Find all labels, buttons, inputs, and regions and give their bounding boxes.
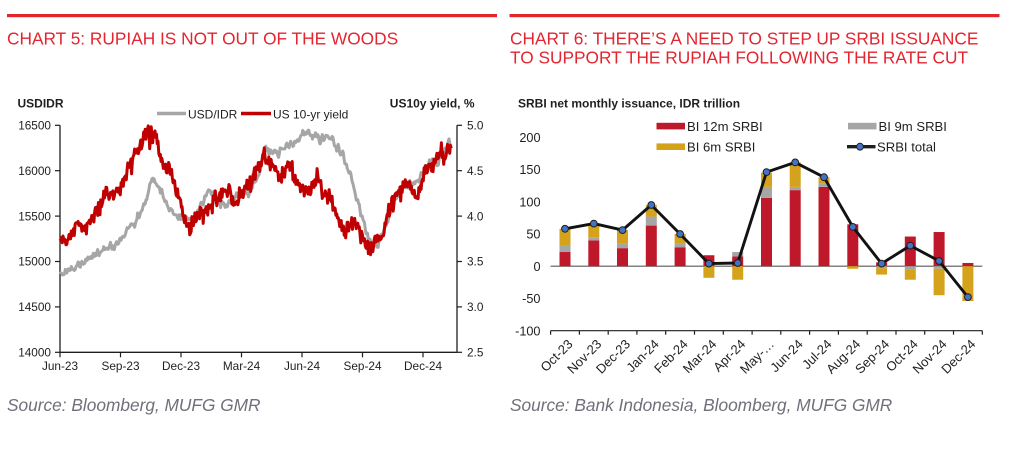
svg-text:USD/IDR: USD/IDR [188, 107, 238, 121]
svg-text:16500: 16500 [18, 119, 51, 133]
svg-text:Dec-24: Dec-24 [404, 359, 442, 373]
svg-text:16000: 16000 [18, 164, 51, 178]
svg-text:3.0: 3.0 [467, 300, 484, 314]
svg-text:Mar-24: Mar-24 [223, 359, 261, 373]
svg-text:USDIDR: USDIDR [18, 96, 64, 110]
svg-text:BI 6m SRBI: BI 6m SRBI [687, 140, 755, 155]
svg-text:BI 12m SRBI: BI 12m SRBI [687, 119, 763, 134]
svg-text:Jun-23: Jun-23 [42, 359, 79, 373]
svg-text:Jun-24: Jun-24 [284, 359, 321, 373]
svg-text:14500: 14500 [18, 300, 51, 314]
svg-text:BI 9m SRBI: BI 9m SRBI [879, 119, 947, 134]
svg-text:SRBI total: SRBI total [877, 140, 936, 155]
svg-text:4.0: 4.0 [467, 209, 484, 223]
svg-text:-100: -100 [515, 324, 540, 338]
svg-text:Sep-23: Sep-23 [101, 359, 139, 373]
svg-text:15500: 15500 [18, 209, 51, 223]
svg-text:SRBI net monthly issuance, IDR: SRBI net monthly issuance, IDR trillion [518, 97, 740, 111]
svg-text:CHART 5: RUPIAH IS NOT OUT OF: CHART 5: RUPIAH IS NOT OUT OF THE WOODS [7, 29, 398, 49]
svg-text:15000: 15000 [18, 255, 51, 269]
svg-text:TO SUPPORT THE RUPIAH FOLLOWIN: TO SUPPORT THE RUPIAH FOLLOWING THE RATE… [510, 47, 968, 67]
svg-text:US10y yield, %: US10y yield, % [390, 96, 475, 110]
svg-text:3.5: 3.5 [467, 255, 484, 269]
svg-text:Sep-24: Sep-24 [343, 359, 381, 373]
svg-text:0: 0 [533, 260, 540, 274]
svg-text:150: 150 [519, 163, 540, 177]
svg-text:-50: -50 [522, 292, 540, 306]
svg-text:100: 100 [519, 195, 540, 209]
svg-text:Dec-23: Dec-23 [162, 359, 200, 373]
svg-text:Source: Bank Indonesia, Bloomb: Source: Bank Indonesia, Bloomberg, MUFG … [510, 395, 892, 415]
svg-text:5.0: 5.0 [467, 119, 484, 133]
svg-text:Jun-24: Jun-24 [767, 336, 806, 375]
svg-text:200: 200 [519, 131, 540, 145]
svg-text:14000: 14000 [18, 346, 51, 360]
svg-text:4.5: 4.5 [467, 164, 484, 178]
svg-text:50: 50 [526, 228, 540, 242]
svg-text:Source: Bloomberg, MUFG GMR: Source: Bloomberg, MUFG GMR [7, 395, 261, 415]
svg-text:CHART 6: THERE’S A NEED TO STE: CHART 6: THERE’S A NEED TO STEP UP SRBI … [510, 29, 978, 49]
svg-text:US 10-yr yield: US 10-yr yield [273, 107, 348, 121]
svg-text:2.5: 2.5 [467, 346, 484, 360]
